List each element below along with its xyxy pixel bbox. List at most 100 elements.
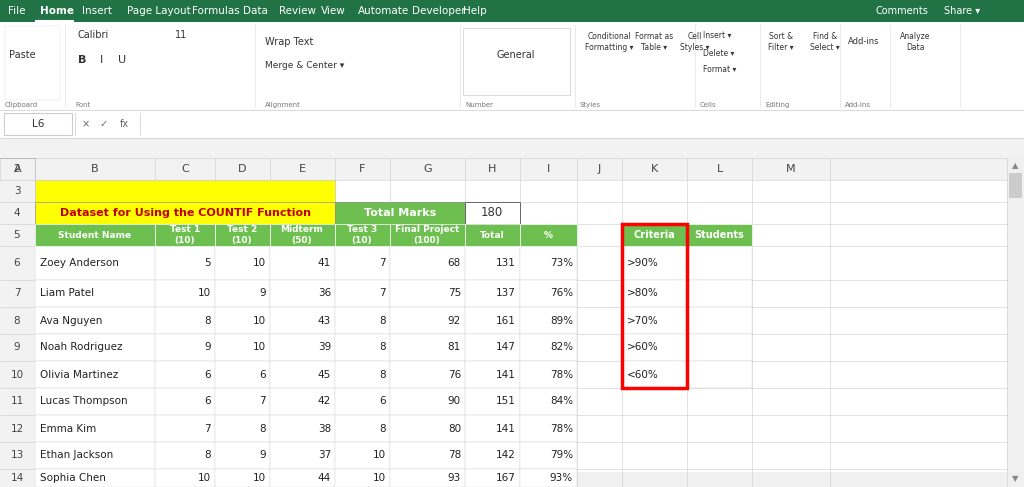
- Text: Page Layout: Page Layout: [127, 6, 190, 16]
- Text: 8: 8: [379, 316, 386, 325]
- Text: 8: 8: [379, 370, 386, 379]
- Text: L: L: [717, 164, 723, 174]
- Bar: [155, 415, 215, 442]
- Bar: [335, 307, 390, 334]
- Bar: [687, 224, 752, 246]
- Text: 9: 9: [205, 342, 211, 353]
- Text: Insert ▾: Insert ▾: [703, 31, 731, 39]
- Text: I: I: [100, 55, 103, 65]
- Text: Data: Data: [243, 6, 268, 16]
- Bar: [1009, 173, 1022, 198]
- Bar: [465, 442, 520, 469]
- Bar: [465, 224, 520, 246]
- Text: J: J: [598, 164, 601, 174]
- Text: Merge & Center ▾: Merge & Center ▾: [265, 60, 344, 70]
- Bar: [1007, 158, 1024, 487]
- Text: Alignment: Alignment: [265, 102, 301, 108]
- Text: Zoey Anderson: Zoey Anderson: [40, 258, 119, 268]
- Bar: [390, 307, 465, 334]
- Text: 13: 13: [10, 450, 24, 461]
- Text: Editing: Editing: [765, 102, 790, 108]
- Text: C: C: [181, 164, 188, 174]
- Text: 142: 142: [496, 450, 516, 461]
- Text: 82%: 82%: [550, 342, 573, 353]
- Bar: [35, 246, 155, 280]
- Bar: [270, 334, 335, 361]
- Text: Cell
Styles ▾: Cell Styles ▾: [680, 32, 710, 52]
- Text: ▼: ▼: [1012, 474, 1018, 484]
- Bar: [270, 415, 335, 442]
- Text: Analyze
Data: Analyze Data: [900, 32, 931, 52]
- Bar: [215, 224, 270, 246]
- Bar: [390, 388, 465, 415]
- Text: 7: 7: [13, 288, 20, 299]
- Text: 10: 10: [253, 316, 266, 325]
- Text: Sophia Chen: Sophia Chen: [40, 473, 105, 483]
- Bar: [35, 202, 335, 224]
- Text: Review: Review: [279, 6, 316, 16]
- Text: Developer: Developer: [412, 6, 466, 16]
- Text: 78: 78: [447, 450, 461, 461]
- Bar: [35, 280, 155, 307]
- Text: 10: 10: [253, 342, 266, 353]
- Text: Sort &
Filter ▾: Sort & Filter ▾: [768, 32, 794, 52]
- Text: Format ▾: Format ▾: [703, 65, 736, 75]
- Text: Conditional
Formatting ▾: Conditional Formatting ▾: [585, 32, 634, 52]
- Text: 5: 5: [13, 230, 20, 240]
- Bar: [622, 224, 687, 388]
- Text: 81: 81: [447, 342, 461, 353]
- Text: Home: Home: [40, 6, 74, 16]
- Text: Add-ins: Add-ins: [845, 102, 871, 108]
- Text: 76%: 76%: [550, 288, 573, 299]
- Text: 45: 45: [317, 370, 331, 379]
- Text: U: U: [118, 55, 126, 65]
- Bar: [35, 361, 155, 388]
- Text: Cells: Cells: [700, 102, 717, 108]
- Text: Add-ins: Add-ins: [848, 37, 880, 46]
- Bar: [520, 246, 577, 280]
- Text: Total: Total: [479, 230, 505, 240]
- Text: Lucas Thompson: Lucas Thompson: [40, 396, 128, 407]
- Text: 11: 11: [175, 30, 187, 40]
- Text: I: I: [547, 164, 550, 174]
- Text: Help: Help: [463, 6, 486, 16]
- Text: D: D: [239, 164, 247, 174]
- Text: Test 3
(10): Test 3 (10): [347, 225, 377, 244]
- Bar: [622, 280, 687, 307]
- Text: Clipboard: Clipboard: [5, 102, 38, 108]
- Text: Number: Number: [465, 102, 493, 108]
- Text: 151: 151: [496, 396, 516, 407]
- Bar: [4, 113, 72, 135]
- Bar: [465, 469, 520, 487]
- Bar: [335, 280, 390, 307]
- Text: 7: 7: [205, 424, 211, 433]
- Bar: [335, 361, 390, 388]
- Text: Total Marks: Total Marks: [364, 208, 436, 218]
- Bar: [5, 26, 60, 100]
- Bar: [215, 307, 270, 334]
- Text: 8: 8: [205, 316, 211, 325]
- Text: Students: Students: [694, 230, 743, 240]
- Text: ✓: ✓: [100, 119, 109, 129]
- Text: 10: 10: [253, 258, 266, 268]
- Bar: [465, 388, 520, 415]
- Text: 42: 42: [317, 396, 331, 407]
- Text: 7: 7: [259, 396, 266, 407]
- Text: 10: 10: [198, 288, 211, 299]
- Text: Ethan Jackson: Ethan Jackson: [40, 450, 114, 461]
- Text: 44: 44: [317, 473, 331, 483]
- Bar: [35, 442, 155, 469]
- Bar: [622, 334, 687, 361]
- Bar: [335, 334, 390, 361]
- Bar: [520, 442, 577, 469]
- Bar: [465, 246, 520, 280]
- Text: Olivia Martinez: Olivia Martinez: [40, 370, 118, 379]
- Bar: [335, 246, 390, 280]
- Text: General: General: [497, 50, 536, 60]
- Bar: [520, 334, 577, 361]
- Text: File: File: [8, 6, 26, 16]
- Text: 8: 8: [379, 424, 386, 433]
- Text: Styles: Styles: [580, 102, 601, 108]
- Text: 167: 167: [496, 473, 516, 483]
- Text: 10: 10: [373, 473, 386, 483]
